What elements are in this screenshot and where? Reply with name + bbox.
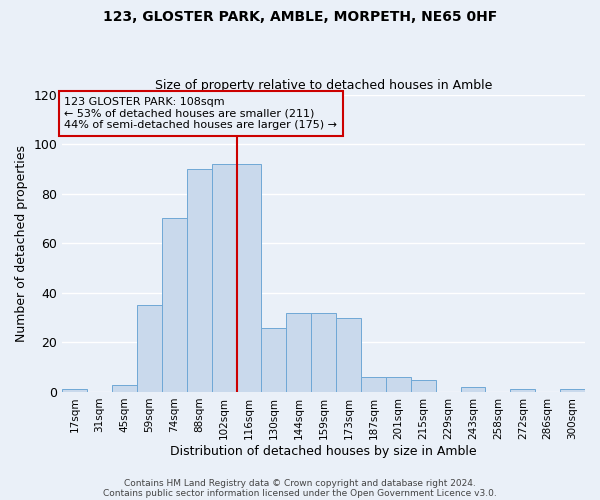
Bar	[212, 164, 236, 392]
Bar	[137, 305, 162, 392]
Bar	[386, 377, 411, 392]
Bar	[162, 218, 187, 392]
Bar	[286, 312, 311, 392]
Bar	[187, 169, 212, 392]
Bar	[62, 390, 87, 392]
Text: Contains HM Land Registry data © Crown copyright and database right 2024.: Contains HM Land Registry data © Crown c…	[124, 478, 476, 488]
Text: Contains public sector information licensed under the Open Government Licence v3: Contains public sector information licen…	[103, 488, 497, 498]
Bar	[560, 390, 585, 392]
Bar	[336, 318, 361, 392]
Bar	[511, 390, 535, 392]
X-axis label: Distribution of detached houses by size in Amble: Distribution of detached houses by size …	[170, 444, 477, 458]
Title: Size of property relative to detached houses in Amble: Size of property relative to detached ho…	[155, 79, 493, 92]
Y-axis label: Number of detached properties: Number of detached properties	[15, 145, 28, 342]
Bar	[112, 384, 137, 392]
Bar	[411, 380, 436, 392]
Bar	[236, 164, 262, 392]
Bar	[361, 377, 386, 392]
Text: 123 GLOSTER PARK: 108sqm
← 53% of detached houses are smaller (211)
44% of semi-: 123 GLOSTER PARK: 108sqm ← 53% of detach…	[64, 97, 337, 130]
Bar	[262, 328, 286, 392]
Bar	[461, 387, 485, 392]
Bar	[311, 312, 336, 392]
Text: 123, GLOSTER PARK, AMBLE, MORPETH, NE65 0HF: 123, GLOSTER PARK, AMBLE, MORPETH, NE65 …	[103, 10, 497, 24]
